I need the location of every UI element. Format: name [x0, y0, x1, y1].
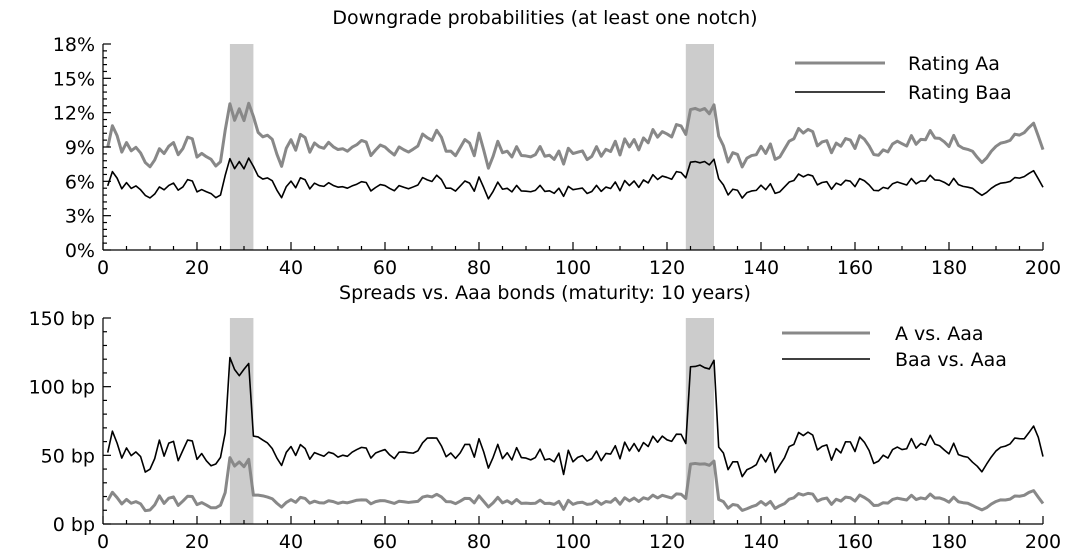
legend: A vs. Aaa Baa vs. Aaa	[782, 323, 1007, 371]
x-tick-label: 20	[185, 257, 209, 279]
x-tick-label: 200	[1025, 531, 1061, 553]
shaded-regions	[229, 318, 714, 524]
panel-spreads-vs-aaa: Spreads vs. Aaa bonds (maturity: 10 year…	[29, 282, 1062, 553]
x-tick-label: 0	[97, 531, 109, 553]
x-tick-label: 180	[931, 257, 967, 279]
shaded-region-2	[685, 44, 714, 250]
shaded-region-2	[685, 318, 714, 524]
x-tick-label: 140	[743, 531, 779, 553]
x-tick-label: 140	[743, 257, 779, 279]
y-tick-label: 15%	[53, 68, 95, 90]
y-tick-label: 3%	[65, 206, 95, 228]
x-tick-label: 100	[555, 257, 591, 279]
legend: Rating Aa Rating Baa	[795, 53, 1012, 104]
legend-label-1: A vs. Aaa	[895, 323, 984, 345]
chart-title: Spreads vs. Aaa bonds (maturity: 10 year…	[339, 282, 751, 304]
y-tick-label: 0 bp	[53, 514, 95, 536]
y-tick-label: 9%	[65, 137, 95, 159]
x-tick-label: 40	[279, 257, 303, 279]
x-tick-label: 60	[373, 531, 397, 553]
x-tick-label: 100	[555, 531, 591, 553]
x-tick-label: 180	[931, 531, 967, 553]
x-tick-label: 80	[467, 531, 491, 553]
series-line-1	[106, 456, 1045, 513]
x-tick-label: 0	[97, 257, 109, 279]
y-tick-label: 6%	[65, 171, 95, 193]
series-group	[106, 356, 1045, 513]
shaded-region-1	[229, 44, 254, 250]
y-tick-label: 12%	[53, 103, 95, 125]
x-tick-label: 120	[649, 531, 685, 553]
x-tick-label: 120	[649, 257, 685, 279]
y-axis: 0 bp 50 bp 100 bp 150 bp	[29, 308, 111, 536]
y-tick-label: 18%	[53, 34, 95, 56]
series-group	[106, 101, 1045, 200]
series-line-2	[106, 157, 1044, 200]
series-line-1	[106, 101, 1045, 170]
x-tick-label: 60	[373, 257, 397, 279]
y-tick-label: 50 bp	[41, 445, 95, 467]
x-tick-label: 160	[837, 531, 873, 553]
legend-label-2: Baa vs. Aaa	[895, 349, 1007, 371]
y-tick-label: 150 bp	[29, 308, 95, 330]
panel-downgrade-probabilities: Downgrade probabilities (at least one no…	[53, 7, 1061, 279]
shaded-region-1	[229, 318, 254, 524]
x-tick-label: 200	[1025, 257, 1061, 279]
x-axis: 0 20 40 60 80 100 120 140 160 180 200	[97, 516, 1061, 553]
legend-label-1: Rating Aa	[908, 53, 1000, 75]
series-line-2	[106, 356, 1044, 478]
x-axis: 0 20 40 60 80 100 120 140 160 180 200	[97, 242, 1061, 279]
chart-title: Downgrade probabilities (at least one no…	[332, 7, 757, 29]
x-tick-label: 20	[185, 531, 209, 553]
shaded-regions	[229, 44, 714, 250]
y-axis: 0% 3% 6% 9% 12% 15% 18%	[53, 34, 111, 262]
x-tick-label: 160	[837, 257, 873, 279]
x-tick-label: 40	[279, 531, 303, 553]
legend-label-2: Rating Baa	[908, 82, 1012, 104]
x-tick-label: 80	[467, 257, 491, 279]
y-tick-label: 0%	[65, 240, 95, 262]
y-tick-label: 100 bp	[29, 377, 95, 399]
